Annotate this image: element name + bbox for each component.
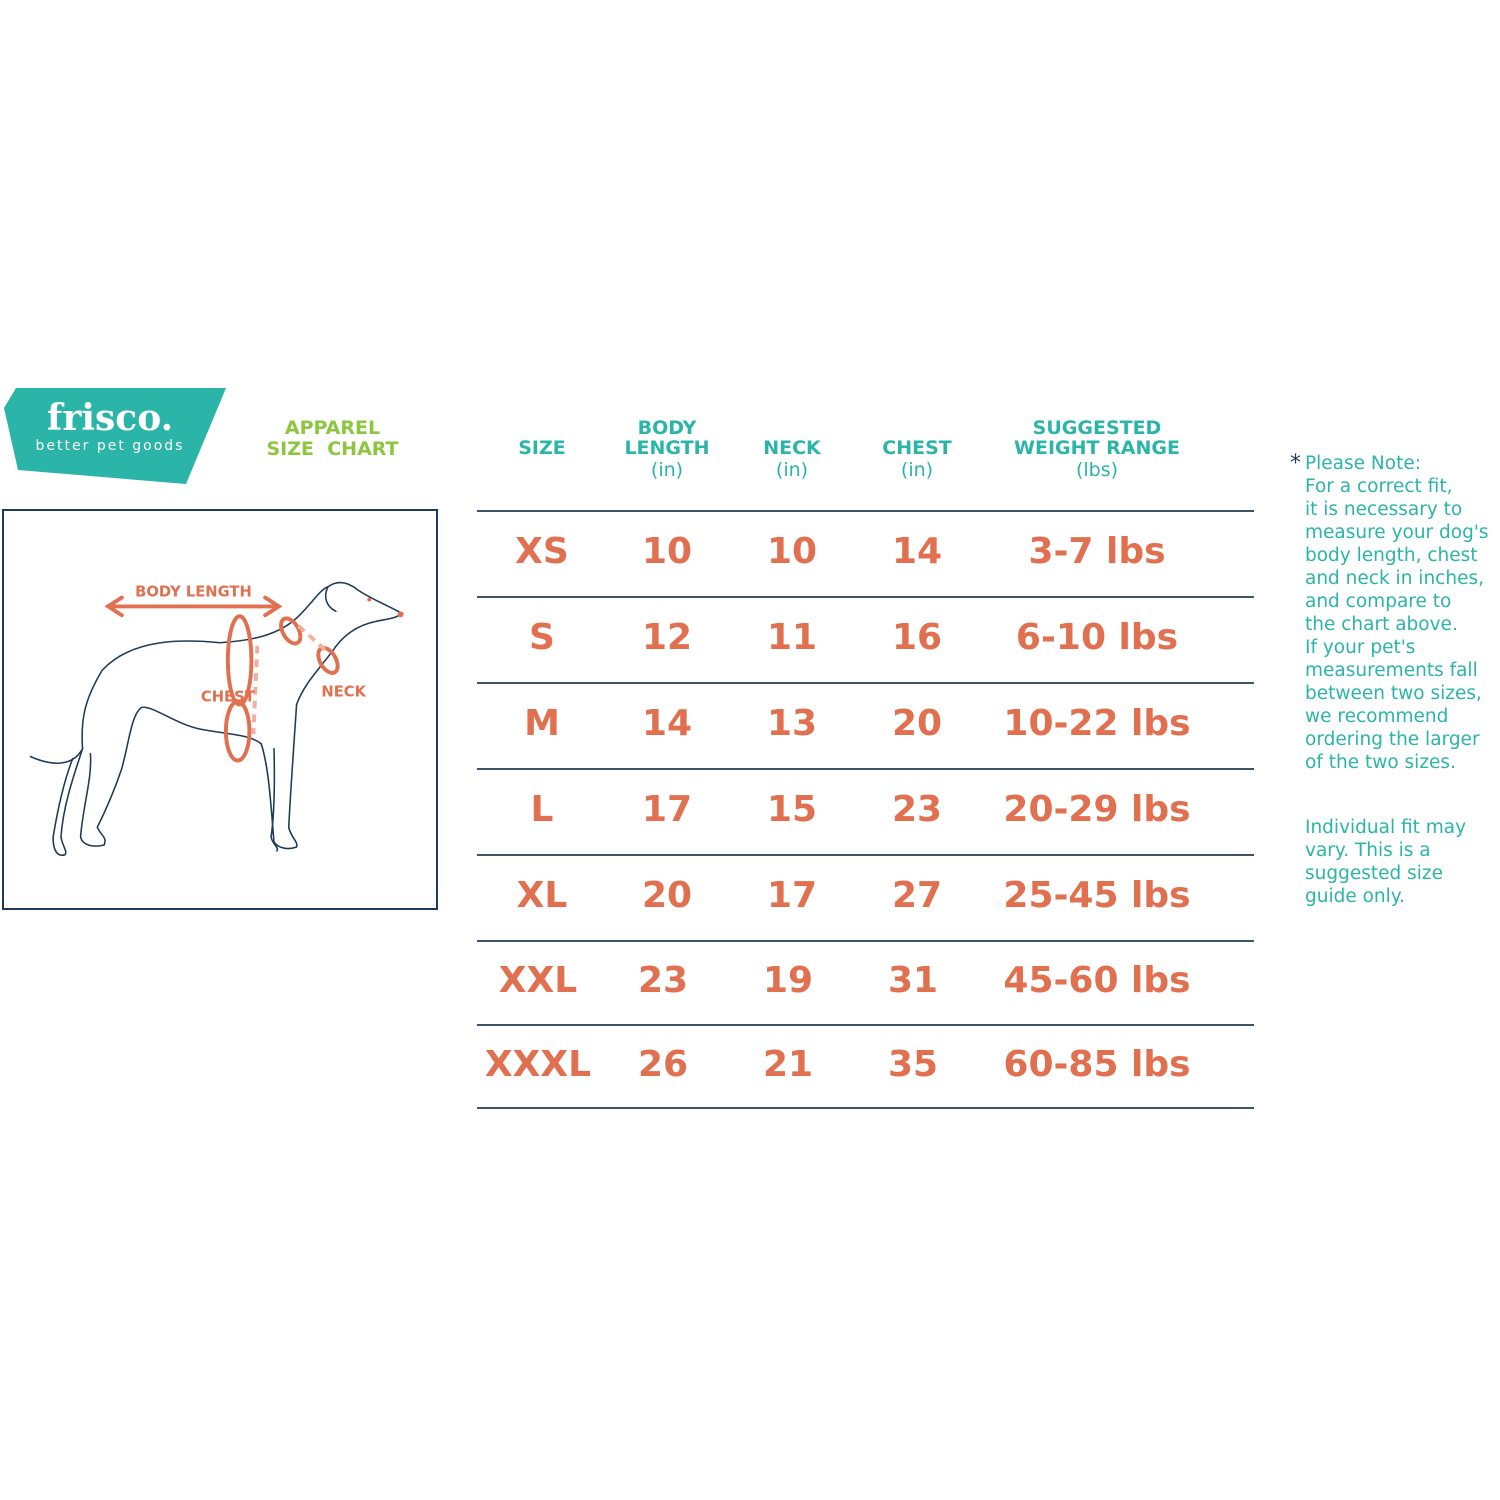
header-neck: NECK (in) xyxy=(692,418,892,483)
cell-neck: 17 xyxy=(766,875,818,916)
header-weight-range: SUGGESTED WEIGHT RANGE (lbs) xyxy=(997,418,1197,483)
note-line: Individual fit may xyxy=(1305,817,1467,838)
header-line2: SIZE xyxy=(518,437,566,459)
cell-size: XL xyxy=(516,875,568,916)
cell-chest: 14 xyxy=(891,531,943,572)
cell-size: S xyxy=(529,617,555,658)
header-line1: SUGGESTED xyxy=(1032,417,1162,439)
note-line: between two sizes, xyxy=(1305,683,1482,704)
note-line: we recommend xyxy=(1305,706,1449,727)
cell-chest: 27 xyxy=(891,875,943,916)
note-line: suggested size xyxy=(1305,863,1444,884)
cell-size: M xyxy=(524,703,560,744)
cell-weight-range: 20-29 lbs xyxy=(1003,789,1191,830)
brand-tagline: better pet goods xyxy=(35,438,185,454)
note-line: measure your dog's xyxy=(1305,522,1489,543)
cell-body-length: 20 xyxy=(641,875,693,916)
header-line2: LENGTH xyxy=(624,437,710,459)
row-divider xyxy=(477,854,1254,856)
title-line-2: SIZE CHART xyxy=(266,438,399,460)
header-line2: WEIGHT RANGE xyxy=(1014,437,1180,459)
note-line: body length, chest xyxy=(1305,545,1478,566)
body-length-label: BODY LENGTH xyxy=(135,584,252,601)
cell-body-length: 14 xyxy=(641,703,693,744)
header-line1 xyxy=(817,418,1017,438)
cell-body-length: 10 xyxy=(641,531,693,572)
cell-chest: 16 xyxy=(891,617,943,658)
note-line: of the two sizes. xyxy=(1305,752,1456,773)
header-body-length: BODY LENGTH (in) xyxy=(567,418,767,483)
fit-note: * Please Note: For a correct fit, it is ne… xyxy=(1290,452,1500,908)
cell-weight-range: 60-85 lbs xyxy=(1003,1043,1191,1085)
dog-illustration: BODY LENGTH CHEST NECK xyxy=(29,581,404,856)
row-divider xyxy=(477,510,1254,512)
cell-neck: 19 xyxy=(762,960,814,1001)
cell-neck: 13 xyxy=(766,703,818,744)
cell-weight-range: 45-60 lbs xyxy=(1003,960,1191,1001)
note-line: ordering the larger xyxy=(1305,729,1480,750)
note-line: measurements fall xyxy=(1305,660,1478,681)
header-unit: (lbs) xyxy=(1075,459,1119,481)
cell-body-length: 17 xyxy=(641,789,693,830)
cell-weight-range: 3-7 lbs xyxy=(1028,531,1166,572)
note-line: guide only. xyxy=(1305,886,1405,907)
title-line-1: APPAREL xyxy=(284,417,381,439)
cell-body-length: 26 xyxy=(637,1043,689,1085)
asterisk: * xyxy=(1290,451,1301,476)
header-unit: (in) xyxy=(775,459,809,481)
cell-chest: 23 xyxy=(891,789,943,830)
row-divider xyxy=(477,1107,1254,1109)
row-divider xyxy=(477,940,1254,942)
note-line: vary. This is a xyxy=(1305,840,1431,861)
page-title: APPAREL SIZE CHART xyxy=(255,418,410,460)
note-line: and neck in inches, xyxy=(1305,568,1484,589)
row-divider xyxy=(477,1024,1254,1026)
header-unit: (in) xyxy=(900,459,934,481)
chest-label: CHEST xyxy=(201,689,255,706)
cell-chest: 20 xyxy=(891,703,943,744)
cell-chest: 35 xyxy=(887,1043,939,1085)
cell-weight-range: 25-45 lbs xyxy=(1003,875,1191,916)
cell-size: XXXL xyxy=(484,1043,592,1085)
note-line: the chart above. xyxy=(1305,614,1458,635)
row-divider xyxy=(477,596,1254,598)
row-divider xyxy=(477,768,1254,770)
brand-name: frisco. xyxy=(46,397,174,439)
header-unit: (in) xyxy=(650,459,684,481)
row-divider xyxy=(477,682,1254,684)
cell-neck: 11 xyxy=(766,617,818,658)
cell-size: XXL xyxy=(498,960,578,1001)
header-line1: BODY xyxy=(637,417,697,439)
header-line2: CHEST xyxy=(882,437,952,459)
note-line: If your pet's xyxy=(1305,637,1416,658)
note-line: For a correct fit, xyxy=(1305,476,1453,497)
note-line: Please Note: xyxy=(1305,453,1421,474)
note-paragraph-2: Individual fit may vary. This is a suggest… xyxy=(1290,816,1500,908)
cell-size: XS xyxy=(515,531,569,572)
cell-neck: 21 xyxy=(762,1043,814,1085)
cell-neck: 10 xyxy=(766,531,818,572)
cell-body-length: 12 xyxy=(641,617,693,658)
cell-weight-range: 10-22 lbs xyxy=(1003,703,1191,744)
cell-body-length: 23 xyxy=(637,960,689,1001)
header-line2: NECK xyxy=(763,437,821,459)
cell-neck: 15 xyxy=(766,789,818,830)
dog-measurement-diagram: BODY LENGTH CHEST NECK xyxy=(2,509,438,910)
cell-size: L xyxy=(530,789,554,830)
cell-weight-range: 6-10 lbs xyxy=(1015,617,1179,658)
neck-label: NECK xyxy=(321,684,366,701)
note-line: it is necessary to xyxy=(1305,499,1463,520)
brand-logo-badge xyxy=(4,388,226,484)
header-chest: CHEST (in) xyxy=(817,418,1017,483)
header-size: SIZE xyxy=(442,418,642,483)
note-line: and compare to xyxy=(1305,591,1452,612)
cell-chest: 31 xyxy=(887,960,939,1001)
brand-logo: frisco. better pet goods xyxy=(20,398,200,454)
note-paragraph-1: Please Note: For a correct fit, it is nece… xyxy=(1290,452,1500,774)
